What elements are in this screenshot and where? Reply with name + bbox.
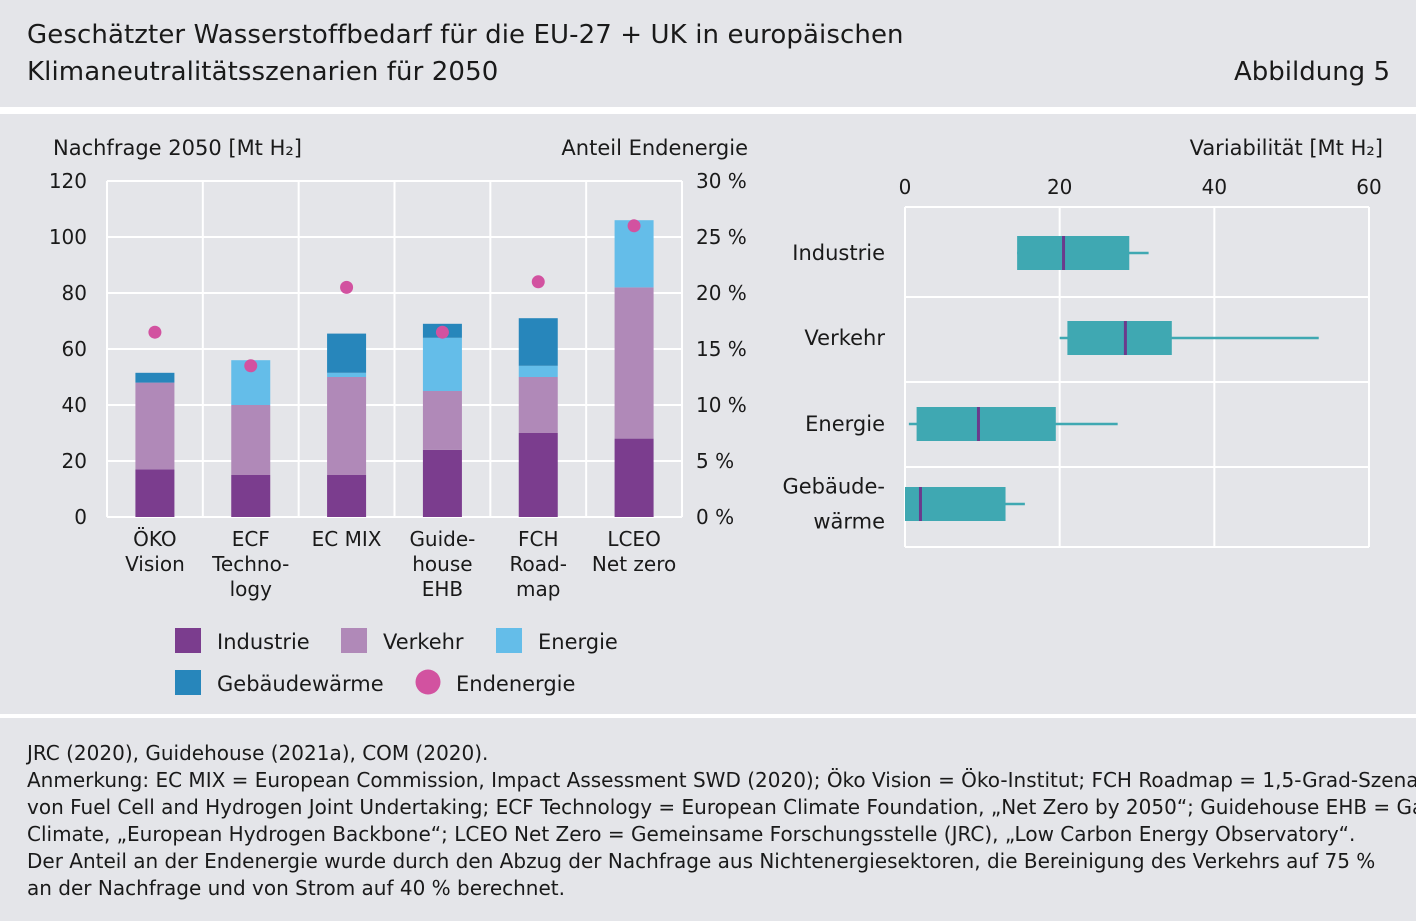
x-tick-label: Road- — [510, 552, 567, 576]
x-tick-label: FCH — [518, 527, 559, 551]
x-tick-label: ÖKO — [133, 527, 177, 551]
y2-tick-label: 20 % — [696, 281, 747, 305]
y2-tick-label: 15 % — [696, 337, 747, 361]
y-tick-label: 120 — [49, 169, 87, 193]
source-line: JRC (2020), Guidehouse (2021a), COM (202… — [27, 741, 489, 765]
bar-segment-industrie — [231, 475, 271, 517]
endenergie-point — [627, 219, 641, 233]
bar-segment-industrie — [518, 433, 558, 517]
x-tick-label: EHB — [422, 577, 463, 601]
note-line: an der Nachfrage und von Strom auf 40 % … — [27, 876, 565, 900]
x-tick-label: house — [412, 552, 472, 576]
y-tick-label: 0 — [74, 505, 87, 529]
bar-segment-gebäudewärme — [518, 318, 558, 366]
endenergie-point — [435, 325, 449, 339]
bar-segment-industrie — [614, 438, 654, 517]
figure-label: Abbildung 5 — [1233, 57, 1390, 87]
y-tick-label: 60 — [62, 337, 87, 361]
y-tick-label: Industrie — [792, 241, 885, 265]
note-line: Climate, „European Hydrogen Backbone“; L… — [27, 822, 1356, 846]
y2-axis-title: Anteil Endenergie — [561, 136, 748, 160]
legend-label: Energie — [538, 630, 618, 654]
y-tick-label: 80 — [62, 281, 87, 305]
y2-tick-label: 5 % — [696, 449, 734, 473]
note-line: Der Anteil an der Endenergie wurde durch… — [27, 849, 1376, 873]
x-tick-label: 60 — [1356, 175, 1381, 199]
x-tick-label: map — [516, 577, 560, 601]
endenergie-point — [340, 280, 354, 294]
x-tick-label: Techno- — [211, 552, 289, 576]
note-line: von Fuel Cell and Hydrogen Joint Underta… — [27, 795, 1416, 819]
legend-label: Gebäudewärme — [217, 672, 384, 696]
legend-label: Verkehr — [383, 630, 464, 654]
y-tick-label: Energie — [805, 412, 885, 436]
endenergie-point — [148, 325, 162, 339]
endenergie-point — [531, 275, 545, 289]
note-line: Anmerkung: EC MIX = European Commission,… — [27, 768, 1416, 792]
bar-segment-verkehr — [327, 377, 367, 475]
y-tick-label: Gebäude- — [782, 475, 885, 499]
legend-swatch-verkehr — [341, 628, 367, 653]
x-tick-label: 0 — [899, 175, 912, 199]
legend-label: Endenergie — [456, 672, 575, 696]
x-tick-label: EC MIX — [312, 527, 382, 551]
x-tick-label: ECF — [232, 527, 270, 551]
bar-segment-industrie — [327, 475, 367, 517]
y-axis-title: Nachfrage 2050 [Mt H₂] — [53, 136, 302, 160]
y-tick-label: 20 — [62, 449, 87, 473]
chart-title-line-2: Klimaneutralitätsszenarien für 2050 — [27, 57, 499, 87]
legend-swatch-gebäudewärme — [175, 670, 201, 695]
x-tick-label: 40 — [1202, 175, 1227, 199]
bar-segment-energie — [422, 337, 462, 391]
y2-tick-label: 25 % — [696, 225, 747, 249]
chart-title-line-1: Geschätzter Wasserstoffbedarf für die EU… — [27, 20, 904, 50]
bar-segment-gebäudewärme — [135, 372, 175, 383]
x-axis-title: Variabilität [Mt H₂] — [1190, 136, 1383, 160]
box — [916, 407, 1056, 441]
bar-segment-energie — [518, 365, 558, 377]
bar-segment-gebäudewärme — [327, 333, 367, 373]
x-tick-label: Guide- — [409, 527, 475, 551]
bar-segment-energie — [327, 372, 367, 377]
endenergie-point — [244, 359, 258, 373]
footer-band — [0, 718, 1416, 921]
legend-swatch-energie — [496, 628, 522, 653]
y-tick-label: 100 — [49, 225, 87, 249]
y-tick-label: Verkehr — [804, 326, 885, 350]
legend-label: Industrie — [217, 630, 310, 654]
box — [1067, 321, 1172, 355]
bar-segment-verkehr — [614, 287, 654, 439]
x-tick-label: Net zero — [592, 552, 676, 576]
x-tick-label: 20 — [1047, 175, 1072, 199]
box — [1017, 236, 1130, 270]
y2-tick-label: 10 % — [696, 393, 747, 417]
legend-marker-endenergie — [415, 669, 441, 695]
y2-tick-label: 30 % — [696, 169, 747, 193]
bar-segment-verkehr — [231, 405, 271, 475]
y2-tick-label: 0 % — [696, 505, 734, 529]
y-tick-label: wärme — [813, 510, 885, 534]
bar-segment-verkehr — [135, 382, 175, 470]
x-tick-label: LCEO — [607, 527, 661, 551]
x-tick-label: logy — [230, 577, 272, 601]
x-tick-label: Vision — [125, 552, 185, 576]
bar-segment-industrie — [422, 449, 462, 517]
legend-swatch-industrie — [175, 628, 201, 653]
header-band — [0, 0, 1416, 107]
y-tick-label: 40 — [62, 393, 87, 417]
bar-segment-verkehr — [422, 391, 462, 450]
bar-segment-verkehr — [518, 377, 558, 433]
bar-segment-industrie — [135, 469, 175, 517]
